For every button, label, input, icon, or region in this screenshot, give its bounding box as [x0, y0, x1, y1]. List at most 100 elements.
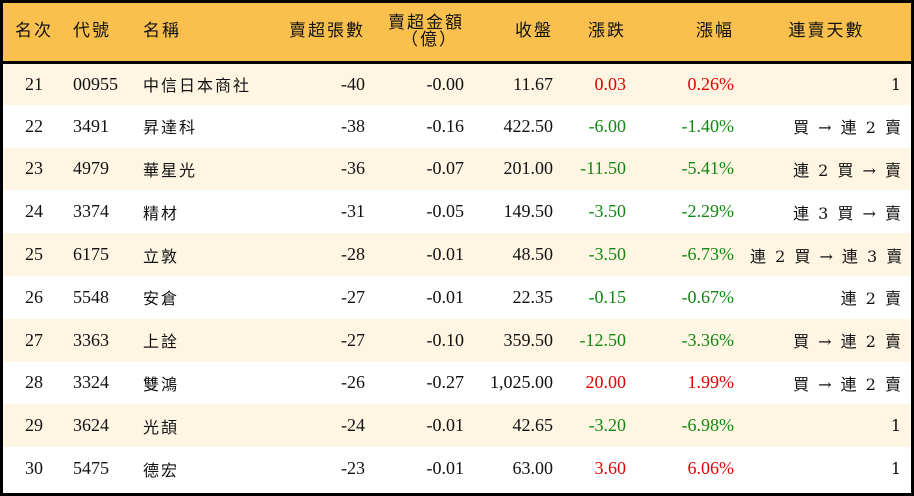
cell-name: 中信日本商社	[143, 76, 252, 96]
cell-change: -3.50	[588, 201, 627, 222]
table-row: 28 3324 雙鴻 -26 -0.27 1,025.00 20.00 1.99…	[3, 361, 911, 405]
cell-net-sell-amount: -0.27	[426, 372, 465, 393]
header-net-sell-amount: 賣超金額 （億）	[373, 3, 472, 64]
cell-change: -3.50	[588, 244, 627, 265]
cell-name: 德宏	[143, 460, 180, 480]
cell-net-sell-lots: -23	[341, 458, 365, 479]
cell-rank: 22	[25, 115, 43, 136]
cell-net-sell-lots: -27	[341, 329, 365, 350]
cell-close: 149.50	[503, 201, 554, 222]
cell-net-sell-amount: -0.01	[426, 244, 465, 265]
cell-close: 422.50	[503, 115, 554, 136]
header-net-sell-amount-unit: （億）	[401, 29, 458, 50]
cell-net-sell-amount: -0.00	[426, 73, 465, 94]
cell-rank: 25	[25, 244, 43, 265]
header-consecutive-days: 連賣天數	[742, 3, 911, 64]
cell-consecutive-days: 買 → 連 2 賣	[793, 332, 903, 352]
cell-consecutive-days: 連 3 買 → 賣	[793, 203, 903, 223]
cell-consecutive-days: 1	[890, 459, 903, 479]
cell-change: -12.50	[579, 329, 627, 350]
cell-close: 11.67	[513, 73, 553, 94]
table-row: 24 3374 精材 -31 -0.05 149.50 -3.50 -2.29%…	[3, 190, 911, 234]
cell-change: 20.00	[585, 372, 627, 393]
cell-net-sell-lots: -38	[341, 115, 365, 136]
cell-code: 5475	[73, 458, 109, 479]
cell-rank: 28	[25, 372, 43, 393]
cell-net-sell-lots: -27	[341, 286, 365, 307]
table-row: 30 5475 德宏 -23 -0.01 63.00 3.60 6.06% 1	[3, 447, 911, 490]
cell-rank: 24	[25, 201, 43, 222]
cell-consecutive-days: 買 → 連 2 賣	[793, 118, 903, 138]
cell-rank: 21	[25, 73, 43, 94]
table-row: 26 5548 安倉 -27 -0.01 22.35 -0.15 -0.67% …	[3, 275, 911, 319]
table-row: 29 3624 光頡 -24 -0.01 42.65 -3.20 -6.98% …	[3, 404, 911, 448]
cell-rank: 29	[25, 415, 43, 436]
cell-change: 0.03	[594, 73, 627, 94]
cell-consecutive-days: 連 2 買 → 連 3 賣	[750, 246, 905, 266]
cell-consecutive-days: 1	[890, 74, 903, 94]
table-row: 27 3363 上詮 -27 -0.10 359.50 -12.50 -3.36…	[3, 318, 911, 362]
cell-change-pct: -0.67%	[681, 286, 735, 307]
table-row: 22 3491 昇達科 -38 -0.16 422.50 -6.00 -1.40…	[3, 104, 911, 148]
cell-code: 4979	[73, 158, 109, 179]
table-header-row: 名次 代號 名稱 賣超張數 賣超金額 （億） 收盤 漲跌 漲幅 連賣天數	[3, 3, 911, 64]
header-code: 代號	[65, 3, 135, 64]
cell-change-pct: 0.26%	[687, 73, 735, 94]
cell-change-pct: -5.41%	[681, 158, 735, 179]
cell-rank: 26	[25, 286, 43, 307]
cell-consecutive-days: 買 → 連 2 賣	[793, 374, 903, 394]
cell-change: 3.60	[594, 458, 627, 479]
cell-code: 00955	[73, 73, 118, 94]
cell-close: 1,025.00	[490, 372, 553, 393]
cell-name: 華星光	[143, 160, 198, 180]
cell-close: 42.65	[512, 415, 554, 436]
cell-code: 3363	[73, 329, 109, 350]
table-row: 23 4979 華星光 -36 -0.07 201.00 -11.50 -5.4…	[3, 147, 911, 191]
cell-code: 3374	[73, 201, 109, 222]
cell-consecutive-days: 連 2 賣	[840, 289, 903, 309]
cell-net-sell-amount: -0.10	[426, 329, 465, 350]
cell-close: 48.50	[512, 244, 554, 265]
cell-net-sell-lots: -24	[341, 415, 365, 436]
cell-rank: 23	[25, 158, 43, 179]
table-row: 21 00955 中信日本商社 -40 -0.00 11.67 0.03 0.2…	[3, 62, 911, 105]
cell-code: 3324	[73, 372, 109, 393]
cell-rank: 30	[25, 458, 43, 479]
cell-net-sell-amount: -0.01	[426, 458, 465, 479]
cell-rank: 27	[25, 329, 43, 350]
cell-change-pct: -6.98%	[681, 415, 735, 436]
cell-name: 精材	[143, 203, 180, 223]
cell-name: 光頡	[143, 417, 180, 437]
cell-net-sell-lots: -40	[341, 73, 365, 94]
header-change: 漲跌	[561, 3, 634, 64]
header-close: 收盤	[472, 3, 561, 64]
cell-change-pct: -3.36%	[681, 329, 735, 350]
cell-name: 雙鴻	[143, 374, 180, 394]
cell-code: 6175	[73, 244, 109, 265]
cell-code: 3491	[73, 115, 109, 136]
cell-change-pct: 1.99%	[687, 372, 735, 393]
cell-net-sell-amount: -0.16	[426, 115, 465, 136]
cell-net-sell-amount: -0.05	[426, 201, 465, 222]
cell-net-sell-amount: -0.01	[426, 415, 465, 436]
table-row: 25 6175 立敦 -28 -0.01 48.50 -3.50 -6.73% …	[3, 233, 911, 276]
cell-change-pct: -1.40%	[681, 115, 735, 136]
header-net-sell-amount-line1: 賣超金額	[388, 12, 464, 33]
cell-net-sell-lots: -26	[341, 372, 365, 393]
header-net-sell-lots: 賣超張數	[270, 3, 373, 64]
header-rank: 名次	[3, 3, 65, 64]
cell-close: 359.50	[503, 329, 554, 350]
header-name: 名稱	[135, 3, 270, 64]
cell-net-sell-amount: -0.01	[426, 286, 465, 307]
cell-change: -0.15	[588, 286, 627, 307]
header-change-pct: 漲幅	[634, 3, 742, 64]
cell-change: -11.50	[580, 158, 626, 179]
cell-net-sell-lots: -31	[341, 201, 365, 222]
cell-change: -6.00	[588, 115, 627, 136]
cell-name: 安倉	[143, 289, 180, 309]
cell-close: 63.00	[512, 458, 554, 479]
cell-change: -3.20	[588, 415, 627, 436]
cell-code: 3624	[73, 415, 109, 436]
cell-name: 上詮	[143, 332, 180, 352]
cell-code: 5548	[73, 286, 109, 307]
